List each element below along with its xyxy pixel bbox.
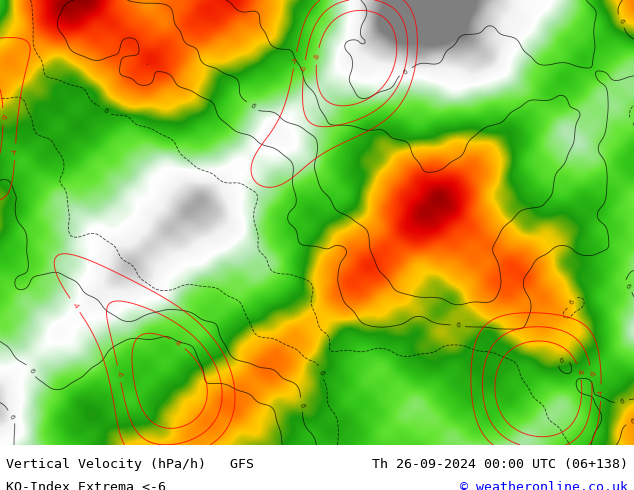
Text: -4: -4 bbox=[12, 148, 18, 155]
Text: -4: -4 bbox=[292, 56, 299, 64]
Text: 6: 6 bbox=[249, 102, 256, 110]
Text: -4: -4 bbox=[70, 301, 79, 310]
Text: -8: -8 bbox=[314, 52, 321, 60]
Text: 6: 6 bbox=[298, 402, 305, 407]
Text: 6: 6 bbox=[27, 367, 35, 374]
Text: 6: 6 bbox=[101, 107, 109, 114]
Text: 6: 6 bbox=[8, 414, 15, 420]
Text: KO-Index Extrema <-6: KO-Index Extrema <-6 bbox=[6, 481, 166, 490]
Text: 6: 6 bbox=[624, 283, 631, 290]
Text: -4: -4 bbox=[598, 389, 604, 396]
Text: 6: 6 bbox=[455, 322, 460, 329]
Text: -8: -8 bbox=[576, 368, 583, 376]
Text: -6: -6 bbox=[115, 370, 123, 378]
Text: 6: 6 bbox=[559, 357, 564, 364]
Text: 6: 6 bbox=[630, 120, 634, 127]
Text: 6: 6 bbox=[402, 68, 409, 75]
Text: 6: 6 bbox=[618, 18, 624, 24]
Text: 6: 6 bbox=[568, 299, 576, 306]
Text: Th 26-09-2024 00:00 UTC (06+138): Th 26-09-2024 00:00 UTC (06+138) bbox=[372, 458, 628, 470]
Text: Vertical Velocity (hPa/h)   GFS: Vertical Velocity (hPa/h) GFS bbox=[6, 458, 254, 470]
Text: 6: 6 bbox=[318, 369, 325, 376]
Text: © weatheronline.co.uk: © weatheronline.co.uk bbox=[460, 481, 628, 490]
Text: -6: -6 bbox=[588, 370, 595, 377]
Text: 6: 6 bbox=[619, 398, 625, 405]
Text: -6: -6 bbox=[301, 65, 307, 72]
Text: -8: -8 bbox=[173, 339, 183, 348]
Text: -6: -6 bbox=[0, 113, 6, 120]
Text: 6: 6 bbox=[630, 418, 634, 425]
